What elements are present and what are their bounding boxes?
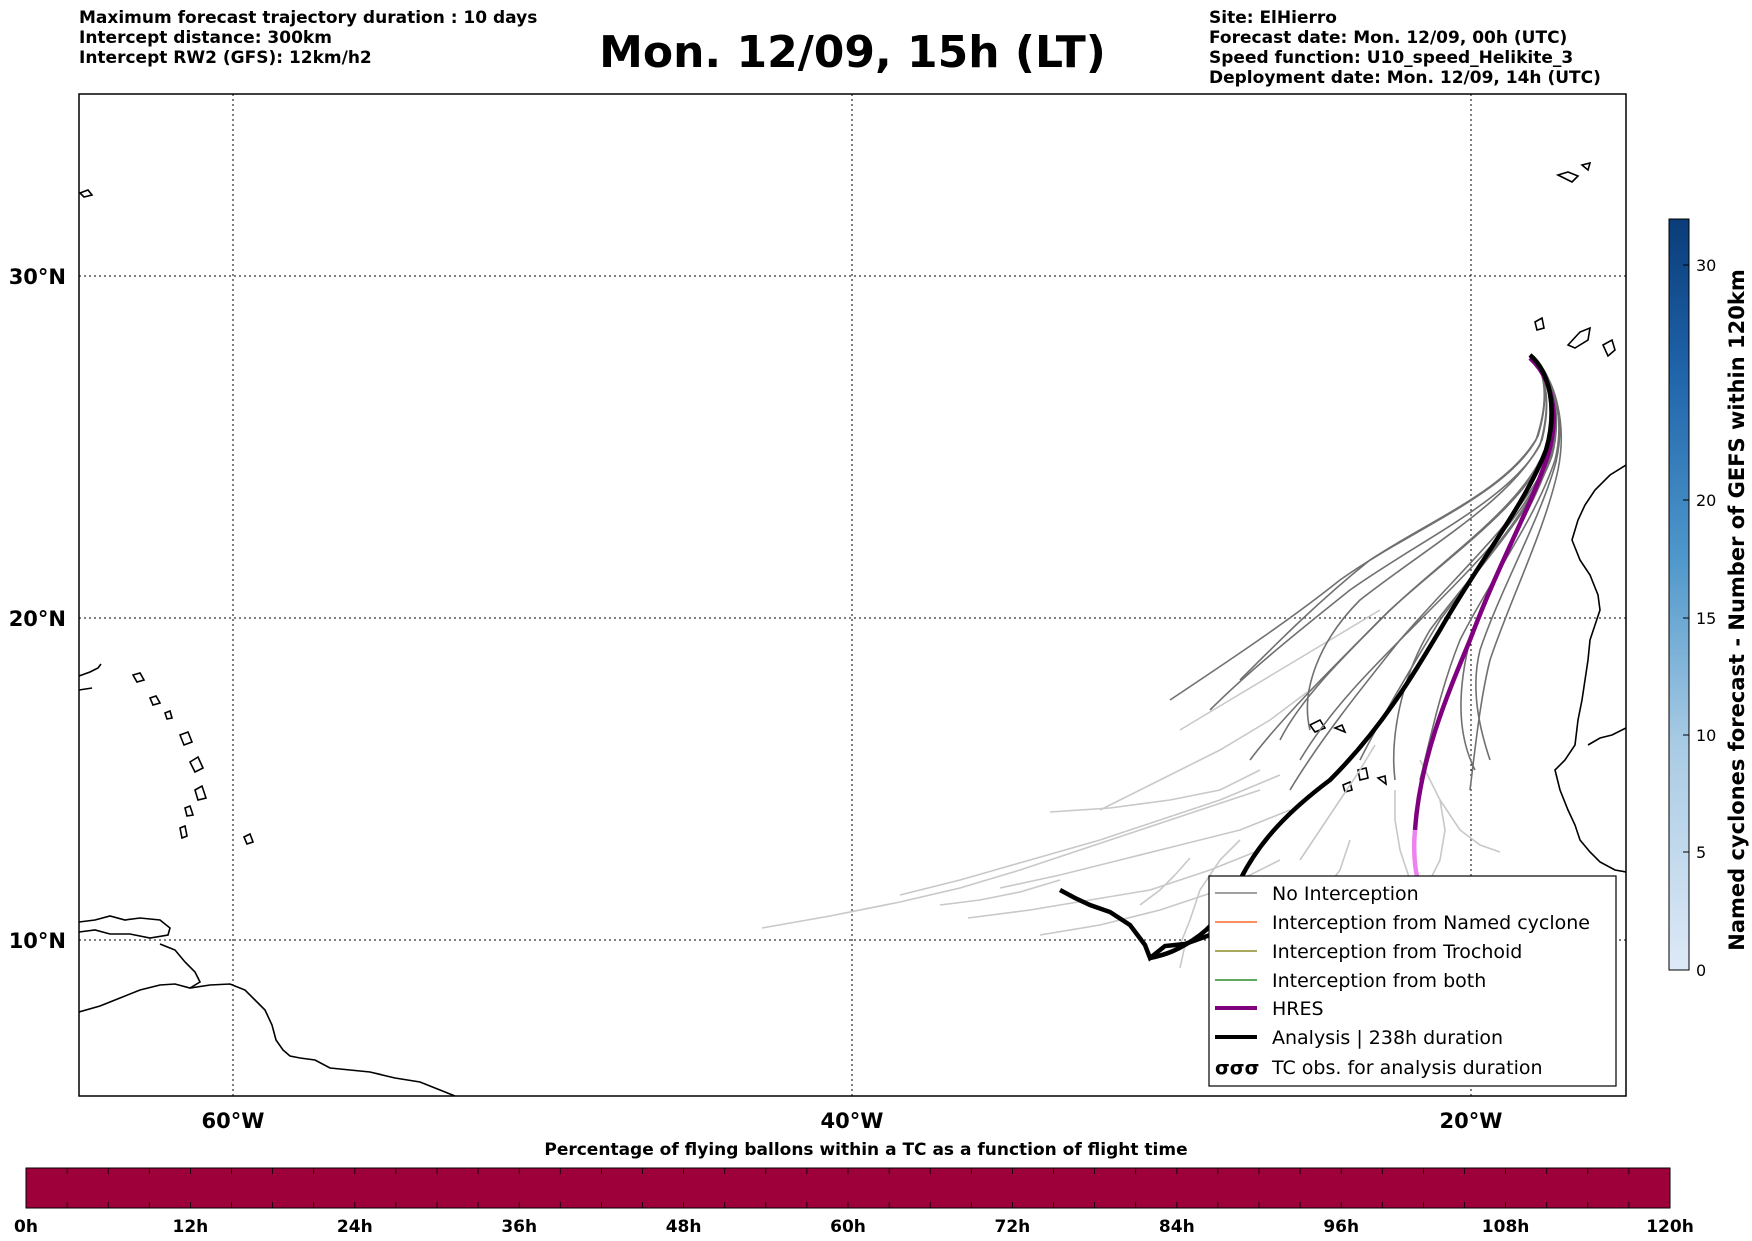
legend-box — [1208, 875, 1617, 1087]
cape-verde-island — [1308, 718, 1327, 733]
coastlines — [79, 161, 1626, 1096]
trajectory-line — [761, 789, 1261, 929]
colorbar-tick: 20 — [1696, 491, 1716, 510]
flight-time-ticks: 0h 12h 24h 36h 48h 60h 72h 84h 96h 108h 120h — [14, 1168, 1694, 1237]
legend-label: Interception from both — [1272, 970, 1486, 992]
africa-coast — [1554, 464, 1626, 873]
trajectory-line — [1099, 689, 1311, 811]
map-frame — [78, 93, 1627, 1097]
colorbar-gradient — [1668, 218, 1690, 971]
lon-label: 60°W — [202, 1109, 265, 1133]
cape-verde-island — [1332, 723, 1347, 734]
madeira-island — [1534, 316, 1545, 331]
trajectory-line — [1179, 839, 1241, 946]
azores-island — [1580, 161, 1592, 172]
legend-symbol: σσσ — [1215, 1057, 1259, 1079]
legend-label: TC obs. for analysis duration — [1271, 1057, 1543, 1079]
trajectory-line — [1299, 744, 1376, 861]
island — [179, 824, 188, 840]
lat-label: 30°N — [9, 265, 66, 289]
header-right-line: Deployment date: Mon. 12/09, 14h (UTC) — [1209, 68, 1601, 88]
island — [184, 804, 195, 817]
trajectory-line — [939, 879, 1061, 906]
trajectory-line — [999, 809, 1291, 889]
island — [131, 672, 146, 683]
flight-time-tick-label: 48h — [666, 1217, 702, 1237]
lat-label: 20°N — [9, 607, 66, 631]
trajectory-line — [1179, 609, 1381, 731]
flight-time-bar: Percentage of flying ballons within a TC… — [14, 1140, 1694, 1237]
header-left-line: Intercept distance: 300km — [79, 28, 332, 48]
flight-time-tick-label: 0h — [14, 1217, 38, 1237]
header-right-line: Forecast date: Mon. 12/09, 00h (UTC) — [1209, 28, 1568, 48]
legend: No Interception Interception from Named … — [1208, 875, 1617, 1087]
caribbean-coast — [79, 663, 102, 677]
map-title: Mon. 12/09, 15h (LT) — [599, 27, 1106, 78]
cape-verde-island — [1376, 774, 1388, 786]
header-info-left: Maximum forecast trajectory duration : 1… — [79, 8, 537, 68]
trajectory-line — [967, 849, 1261, 919]
island — [148, 695, 162, 706]
venezuela-coast — [79, 915, 171, 939]
cape-verde-island — [1357, 767, 1369, 781]
africa-coast — [1587, 727, 1626, 746]
trajectory-line — [1419, 759, 1501, 853]
flight-time-tick-label: 12h — [173, 1217, 209, 1237]
colorbar-tick: 30 — [1696, 256, 1716, 275]
trajectory-line — [1306, 354, 1548, 731]
caribbean-coast — [79, 687, 93, 691]
flight-time-tick-label: 24h — [337, 1217, 373, 1237]
trajectory-line — [1429, 799, 1446, 881]
trajectory-line — [1139, 857, 1191, 906]
colorbar-tick: 5 — [1696, 843, 1706, 862]
island — [188, 755, 205, 774]
flight-time-bar-title: Percentage of flying ballons within a TC… — [544, 1140, 1187, 1160]
south-america-coast — [79, 983, 456, 1096]
legend-label: Analysis | 238h duration — [1272, 1027, 1503, 1049]
colorbar-tick: 10 — [1696, 726, 1716, 745]
cape-verde-island — [1342, 780, 1353, 793]
canary-island — [1566, 326, 1592, 349]
flight-time-tick-label: 108h — [1482, 1217, 1530, 1237]
flight-time-tick-label: 120h — [1646, 1217, 1694, 1237]
legend-label: Interception from Named cyclone — [1272, 912, 1590, 934]
flight-time-tick-label: 96h — [1323, 1217, 1359, 1237]
trajectory-line — [1179, 944, 1186, 969]
trajectory-line — [1239, 354, 1546, 681]
flight-time-tick-label: 72h — [995, 1217, 1031, 1237]
analysis-trajectory-west — [1058, 888, 1211, 962]
island — [178, 730, 194, 747]
flight-time-tick-label: 84h — [1159, 1217, 1195, 1237]
header-left-line: Intercept RW2 (GFS): 12km/h2 — [79, 48, 372, 68]
trajectory-line — [1394, 790, 1411, 881]
header-right-line: Speed function: U10_speed_Helikite_3 — [1209, 48, 1574, 68]
colorbar-tick: 15 — [1696, 609, 1716, 628]
header-info-right: Site: ElHierro Forecast date: Mon. 12/09… — [1209, 8, 1601, 88]
header-left-line: Maximum forecast trajectory duration : 1… — [79, 8, 538, 28]
legend-label: No Interception — [1272, 883, 1419, 905]
header-right-line: Site: ElHierro — [1209, 8, 1337, 28]
colorbar-label: Named cyclones forecast - Number of GEFS… — [1725, 269, 1749, 950]
trajectory-line — [1049, 769, 1261, 813]
trajectory-line — [1475, 354, 1561, 761]
azores-island — [1555, 171, 1580, 183]
lon-label: 20°W — [1440, 1109, 1503, 1133]
island — [194, 784, 208, 801]
colorbar-tick: 0 — [1696, 961, 1706, 980]
flight-time-tick-label: 36h — [501, 1217, 537, 1237]
peninsula-coast — [159, 943, 202, 989]
colorbar-ticks: 0 5 10 15 20 30 — [1683, 256, 1716, 980]
legend-label: Interception from Trochoid — [1272, 941, 1522, 963]
trajectory-line — [899, 774, 1281, 896]
island — [79, 189, 94, 198]
island — [164, 709, 174, 720]
lon-label: 40°W — [821, 1109, 884, 1133]
lat-label: 10°N — [9, 929, 66, 953]
cyclone-colorbar: 0 5 10 15 20 30 Named cyclones forecast … — [1668, 218, 1749, 980]
flight-time-tick-label: 60h — [830, 1217, 866, 1237]
legend-label: HRES — [1272, 998, 1324, 1020]
canary-island — [1601, 338, 1616, 358]
island — [242, 832, 255, 845]
